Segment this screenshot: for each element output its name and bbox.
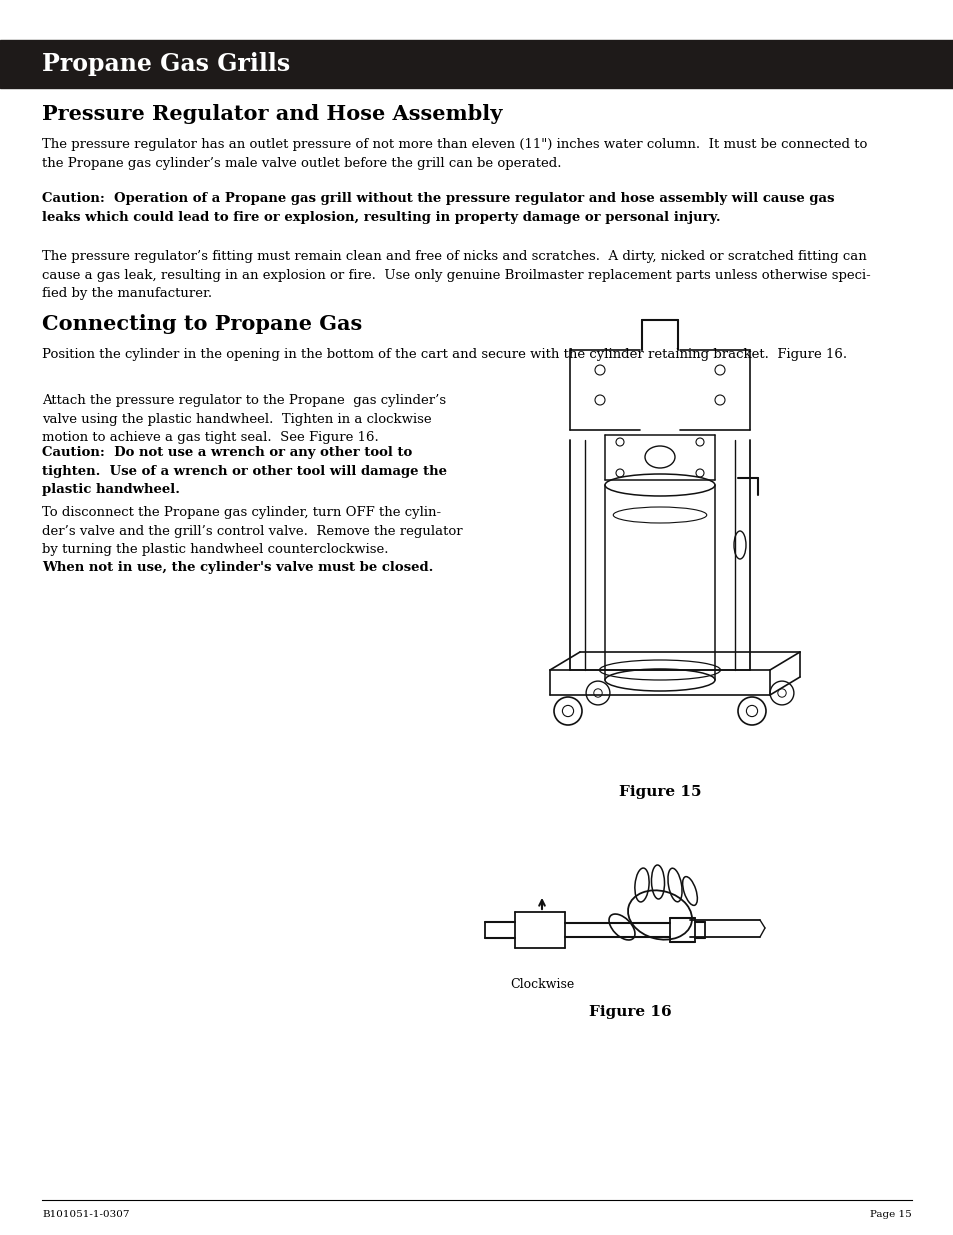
Text: Figure 16: Figure 16 bbox=[588, 1005, 671, 1019]
Text: Position the cylinder in the opening in the bottom of the cart and secure with t: Position the cylinder in the opening in … bbox=[42, 348, 846, 361]
Text: The pressure regulator has an outlet pressure of not more than eleven (11") inch: The pressure regulator has an outlet pre… bbox=[42, 138, 866, 169]
Text: Figure 15: Figure 15 bbox=[618, 785, 700, 799]
Text: Attach the pressure regulator to the Propane  gas cylinder’s
valve using the pla: Attach the pressure regulator to the Pro… bbox=[42, 394, 446, 445]
Bar bbox=[0, 40, 953, 88]
Text: Pressure Regulator and Hose Assembly: Pressure Regulator and Hose Assembly bbox=[42, 104, 502, 124]
Text: B101051-1-0307: B101051-1-0307 bbox=[42, 1210, 130, 1219]
Text: Caution:  Do not use a wrench or any other tool to
tighten.  Use of a wrench or : Caution: Do not use a wrench or any othe… bbox=[42, 446, 447, 496]
Text: When not in use, the cylinder's valve must be closed.: When not in use, the cylinder's valve mu… bbox=[42, 561, 433, 574]
Text: Propane Gas Grills: Propane Gas Grills bbox=[42, 52, 290, 77]
Text: Connecting to Propane Gas: Connecting to Propane Gas bbox=[42, 314, 362, 333]
Text: Clockwise: Clockwise bbox=[509, 978, 574, 990]
Text: Page 15: Page 15 bbox=[869, 1210, 911, 1219]
Text: To disconnect the Propane gas cylinder, turn OFF the cylin-
der’s valve and the : To disconnect the Propane gas cylinder, … bbox=[42, 506, 462, 556]
Text: The pressure regulator’s fitting must remain clean and free of nicks and scratch: The pressure regulator’s fitting must re… bbox=[42, 249, 870, 300]
Text: Caution:  Operation of a Propane gas grill without the pressure regulator and ho: Caution: Operation of a Propane gas gril… bbox=[42, 191, 834, 224]
